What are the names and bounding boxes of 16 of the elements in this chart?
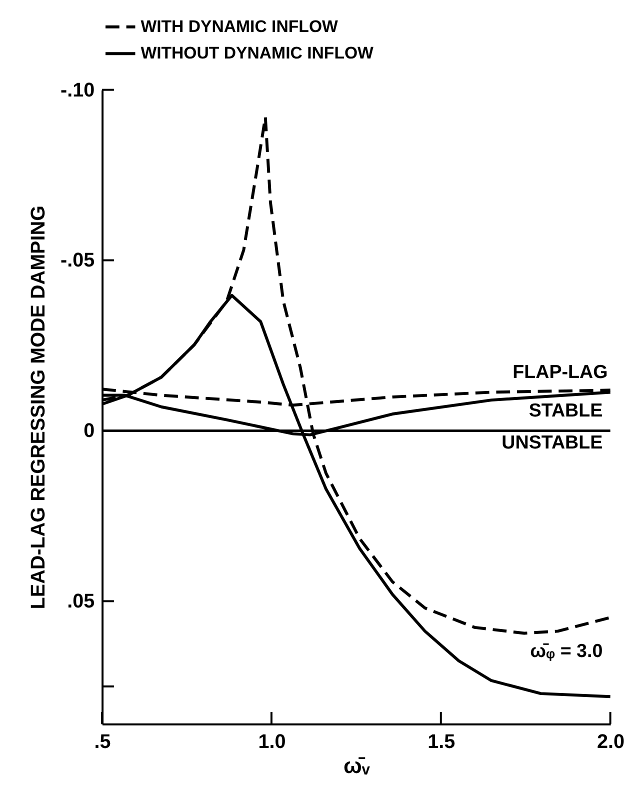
y-axis-title: LEAD-LAG REGRESSING MODE DAMPING	[28, 206, 50, 610]
legend-label: WITHOUT DYNAMIC INFLOW	[140, 44, 374, 63]
y-tick-label: -.10	[60, 79, 95, 102]
annotation: FLAP-LAG	[512, 360, 608, 382]
annotation: STABLE	[528, 400, 603, 421]
y-tick-label: 0	[84, 420, 95, 442]
x-tick-label: 1.0	[258, 731, 286, 754]
annotation: ω̄ᵩ = 3.0	[530, 640, 603, 661]
x-tick-label: 1.5	[428, 731, 456, 754]
x-tick-label: 2.0	[597, 731, 625, 754]
x-tick-label: .5	[94, 731, 111, 754]
x-axis-title: ω̄ᵥ	[344, 752, 371, 778]
y-tick-label: -.05	[60, 250, 95, 272]
y-tick-label: .05	[67, 590, 95, 613]
annotation: UNSTABLE	[502, 431, 603, 452]
legend-label: WITH DYNAMIC INFLOW	[140, 16, 338, 36]
